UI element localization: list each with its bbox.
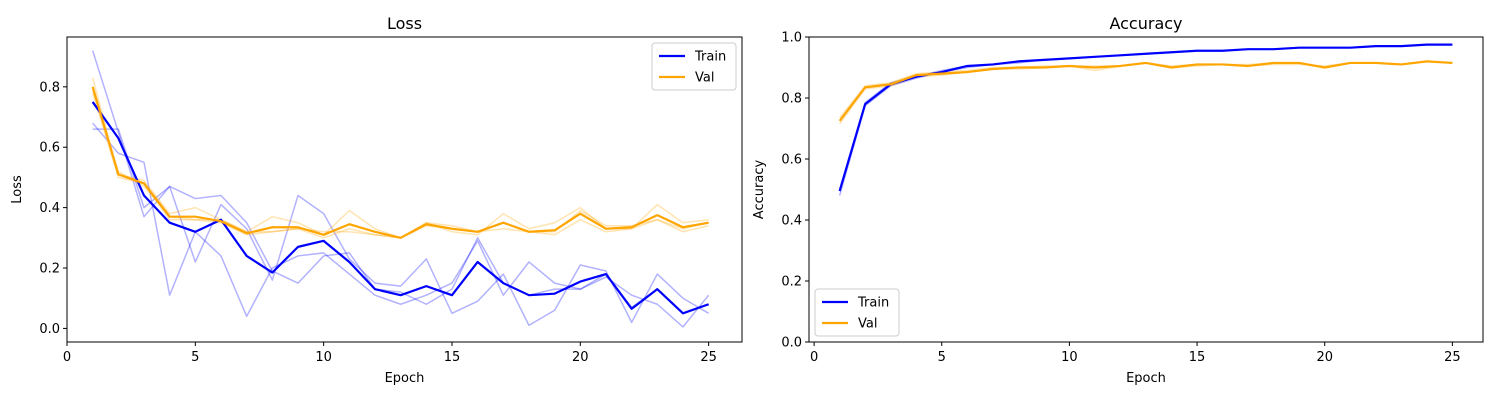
loss-x-tick-label: 25 xyxy=(700,350,717,365)
accuracy-x-tick-label: 20 xyxy=(1316,350,1333,365)
accuracy-x-tick-label: 10 xyxy=(1061,350,1078,365)
loss-legend-label-val: Val xyxy=(695,71,714,86)
accuracy-chart-title: Accuracy xyxy=(1109,14,1182,33)
accuracy-legend-label-val: Val xyxy=(858,317,877,332)
accuracy-x-tick-label: 0 xyxy=(810,350,818,365)
loss-legend-label-train: Train xyxy=(694,50,726,65)
loss-x-tick-label: 20 xyxy=(572,350,589,365)
accuracy-y-tick-label: 0.2 xyxy=(781,275,802,290)
accuracy-legend-label-train: Train xyxy=(857,296,889,311)
accuracy-x-tick-label: 5 xyxy=(938,350,946,365)
loss-y-tick-label: 0.2 xyxy=(39,262,60,277)
loss-y-axis-label: Loss xyxy=(10,175,25,204)
accuracy-y-tick-label: 0.8 xyxy=(781,92,802,107)
accuracy-legend: Train Val xyxy=(815,289,899,336)
loss-y-tick-label: 0.6 xyxy=(39,141,60,156)
accuracy-y-tick-label: 1.0 xyxy=(781,31,802,46)
accuracy-y-tick-label: 0.4 xyxy=(781,214,802,229)
loss-y-tick-label: 0.8 xyxy=(39,80,60,95)
loss-chart-title: Loss xyxy=(387,14,422,33)
accuracy-x-tick-label: 15 xyxy=(1189,350,1206,365)
loss-y-tick-label: 0.0 xyxy=(39,322,60,337)
accuracy-x-axis-label: Epoch xyxy=(1126,371,1166,386)
loss-x-tick-label: 15 xyxy=(444,350,461,365)
loss-x-tick-label: 10 xyxy=(315,350,332,365)
accuracy-x-tick-label: 25 xyxy=(1444,350,1461,365)
loss-x-tick-label: 0 xyxy=(63,350,71,365)
loss-y-tick-label: 0.4 xyxy=(39,201,60,216)
loss-legend: Train Val xyxy=(652,43,736,90)
accuracy-y-tick-label: 0.0 xyxy=(781,336,802,351)
loss-x-tick-label: 5 xyxy=(191,350,199,365)
accuracy-y-axis-label: Accuracy xyxy=(752,160,767,220)
loss-x-axis-label: Epoch xyxy=(385,371,425,386)
accuracy-y-tick-label: 0.6 xyxy=(781,153,802,168)
